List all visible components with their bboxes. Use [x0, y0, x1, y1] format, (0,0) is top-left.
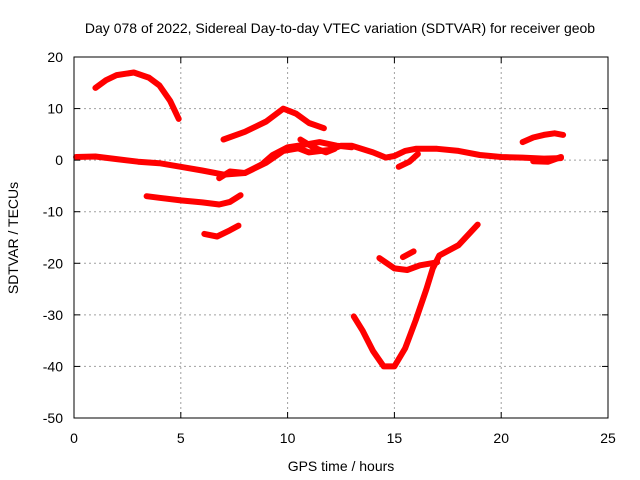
y-axis-label: SDTVAR / TECUs [5, 182, 21, 294]
series-line-5 [201, 222, 242, 240]
x-tick-label: 25 [600, 430, 616, 446]
series-line-3 [216, 139, 355, 182]
chart-title: Day 078 of 2022, Sidereal Day-to-day VTE… [85, 20, 595, 36]
y-tick-label: -10 [43, 204, 63, 220]
series-line-11 [395, 151, 421, 170]
y-tick-label: 10 [47, 101, 63, 117]
y-tick-label: -50 [43, 410, 63, 426]
x-tick-label: 20 [493, 430, 509, 446]
series-line-13 [530, 154, 564, 165]
plot-area [73, 69, 567, 370]
series-line-6 [220, 105, 327, 143]
series-line-2 [92, 69, 182, 122]
y-tick-label: -20 [43, 255, 63, 271]
axis-ticks [73, 56, 609, 419]
y-tick-labels: -50 -40 -30 -20 -10 0 10 20 [43, 49, 63, 426]
series-line-10 [399, 248, 417, 261]
x-axis-label: GPS time / hours [288, 458, 395, 474]
y-tick-label: -30 [43, 307, 63, 323]
x-tick-label: 15 [387, 430, 403, 446]
y-tick-label: 20 [47, 49, 63, 65]
x-tick-labels: 0 5 10 15 20 25 [70, 430, 616, 446]
x-tick-label: 10 [280, 430, 296, 446]
series-line-7 [297, 136, 338, 156]
x-tick-label: 0 [70, 430, 78, 446]
series-line-12 [519, 130, 567, 146]
x-tick-label: 5 [177, 430, 185, 446]
series-line-9 [376, 255, 441, 273]
series-line-4 [143, 192, 244, 208]
series-line-8 [350, 221, 481, 370]
grid [74, 57, 608, 418]
plot-frame [73, 56, 609, 419]
y-tick-label: -40 [43, 358, 63, 374]
y-tick-label: 0 [55, 152, 63, 168]
